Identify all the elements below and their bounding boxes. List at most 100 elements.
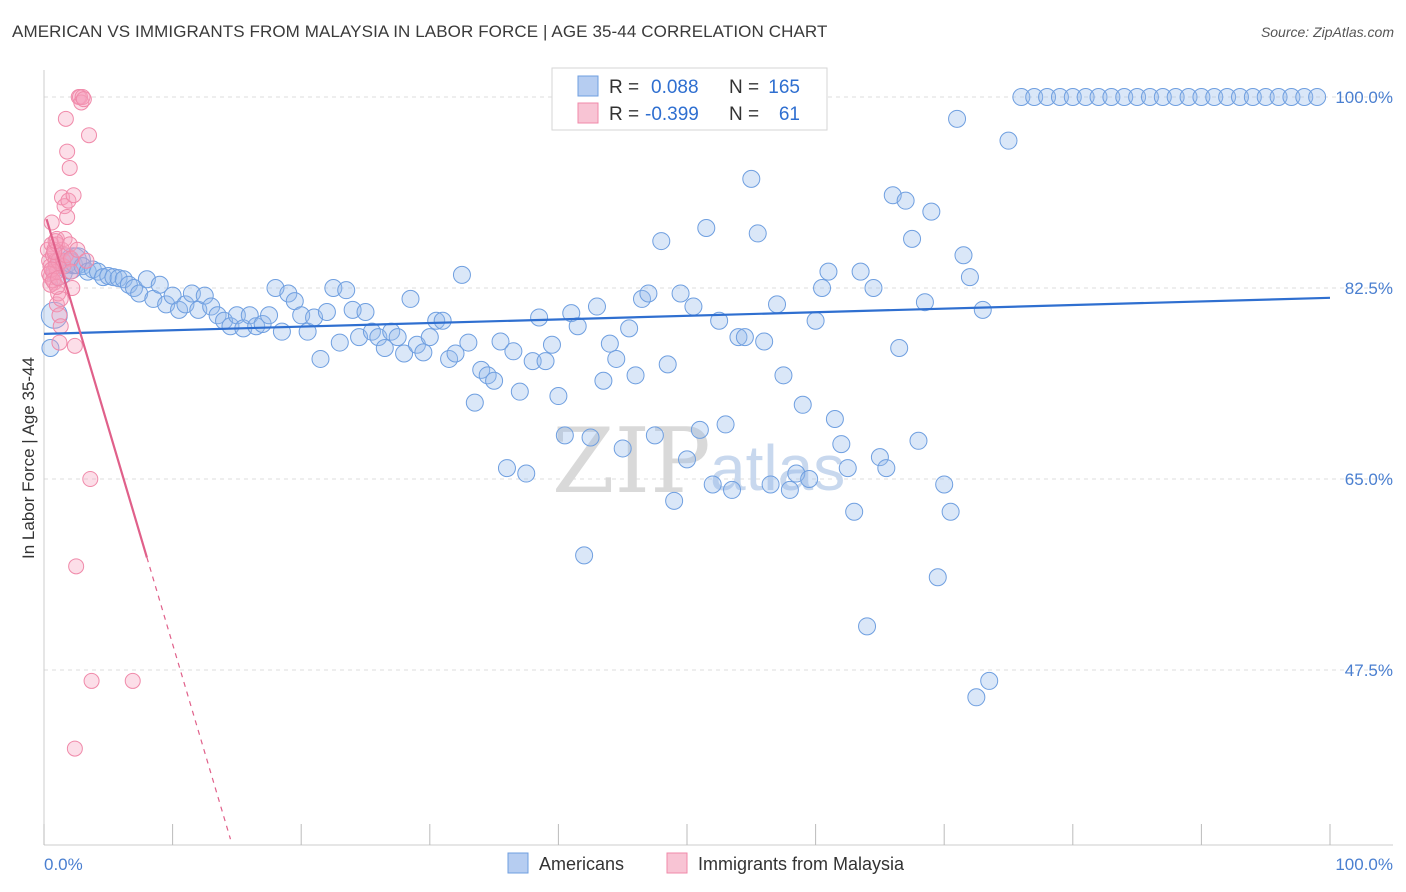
americans-point [703,475,722,494]
correlation-legend: R = 0.088 N = 165 R = -0.399 N = 61 [551,67,828,131]
americans-point [915,293,934,312]
americans-point [510,382,529,401]
americans-point [523,352,542,371]
americans-point [697,218,716,237]
americans-point [356,303,375,322]
americans-point [1256,88,1275,106]
americans-point [517,464,536,483]
americans-point [465,393,484,412]
americans-point [845,502,864,521]
americans-point [948,109,967,128]
americans-point [1153,88,1172,106]
americans-point [279,284,298,303]
bottom-legend-americans: Americans [539,854,624,874]
legend-n-label-americans: N = [729,77,759,98]
americans-point [1025,88,1044,106]
x-tick-label-max: 100.0% [1335,855,1393,874]
americans-point [536,352,555,371]
malaysia-point [63,263,80,280]
malaysia-point [124,672,141,689]
y-tick-label: 100.0% [1335,88,1393,107]
americans-point [427,311,446,330]
americans-point [870,448,889,467]
americans-point [954,246,973,265]
americans-trend-line [43,296,1331,335]
y-tick-labels: 100.0% 82.5% 65.0% 47.5% [1335,88,1393,680]
americans-point [414,343,433,362]
americans-point [980,671,999,690]
americans-point [555,426,574,445]
malaysia-point [83,672,100,689]
americans-point [935,475,954,494]
americans-point [1115,88,1134,106]
americans-point [549,387,568,406]
americans-point [530,308,549,327]
americans-point [690,420,709,439]
americans-point [1063,88,1082,106]
malaysia-point [63,250,80,267]
americans-point [877,459,896,478]
americans-point [401,289,420,308]
axis-layer [43,70,1393,846]
americans-point [710,311,729,330]
malaysia-point [69,241,86,258]
americans-point [1012,88,1031,106]
americans-point [922,202,941,221]
americans-point [1230,88,1249,106]
americans-point [1295,88,1314,106]
americans-point [497,459,516,478]
americans-point [671,284,690,303]
malaysia-point [75,91,92,108]
americans-point [1243,88,1262,106]
americans-point [652,232,671,251]
grid-layer [44,96,1393,671]
americans-point [594,371,613,390]
americans-point [1166,88,1185,106]
americans-point [1205,88,1224,106]
malaysia-point [66,337,83,354]
americans-point [620,319,639,338]
americans-point [800,470,819,488]
americans-point [109,269,128,288]
americans-point [960,268,979,287]
americans-point [890,339,909,358]
legend-r-label-americans: R = [609,77,639,98]
americans-point [645,426,664,445]
americans-point [1192,88,1211,106]
americans-point [793,395,812,414]
americans-point [1179,88,1198,106]
americans-point [337,281,356,300]
americans-point [420,328,439,347]
legend-r-malaysia: -0.399 [645,104,699,125]
watermark-atlas: atlas [710,432,845,504]
malaysia-trend-extension [146,557,232,840]
malaysia-point [66,740,83,757]
americans-point [317,303,336,322]
americans-point [806,311,825,330]
americans-point [813,279,832,297]
americans-point [780,480,799,499]
americans-point [748,224,767,243]
malaysia-point [65,187,82,204]
americans-point [864,279,883,297]
malaysia-point [57,110,74,127]
americans-point [832,435,851,454]
americans-point [433,311,452,330]
bottom-legend-swatch-americans [507,852,529,874]
y-tick-label: 47.5% [1345,661,1393,680]
americans-point [1269,88,1288,106]
americans-point [1102,88,1121,106]
americans-point [768,295,787,314]
y-tick-label: 65.0% [1345,470,1393,489]
americans-point [716,415,735,434]
americans-point [330,333,349,352]
americans-point [903,229,922,248]
legend-n-americans: 165 [768,77,800,98]
x-tick-label-min: 0.0% [44,855,83,874]
bottom-legend-swatch-malaysia [666,852,688,874]
americans-point [195,286,214,305]
americans-point [729,328,748,347]
malaysia-point [52,318,69,335]
americans-point [247,317,266,336]
